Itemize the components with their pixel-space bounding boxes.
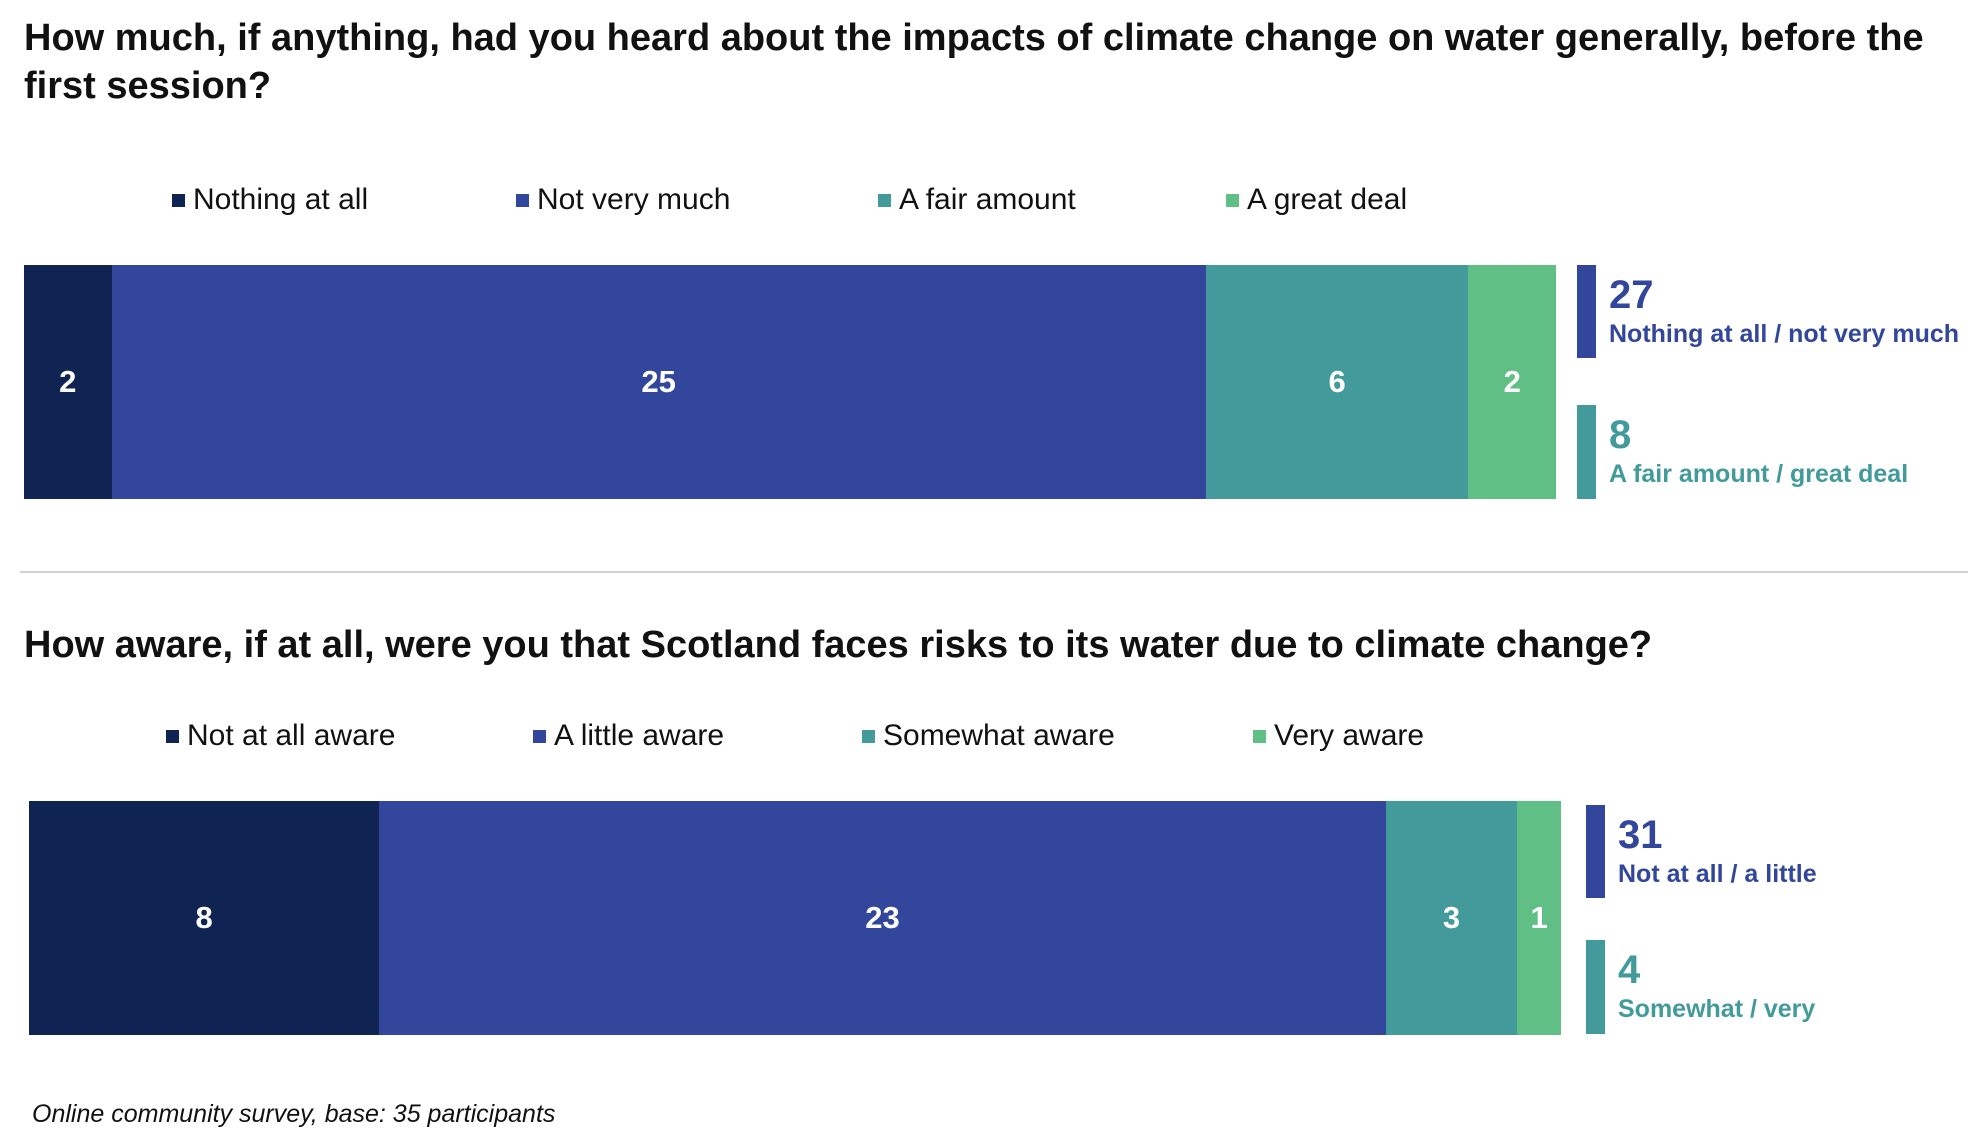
bar-segment-lowest: 2 — [24, 265, 112, 499]
legend-item: A little aware — [533, 719, 724, 753]
legend-item: Nothing at all — [172, 183, 368, 217]
chart-2-legend: Not at all aware A little aware Somewhat… — [0, 716, 1500, 756]
legend-swatch — [1226, 193, 1239, 207]
data-label: 6 — [1328, 364, 1346, 399]
data-label: 2 — [59, 364, 77, 399]
summary-indicator — [1586, 805, 1605, 898]
summary-label: A fair amount / great deal — [1609, 460, 1909, 488]
bar-segment-high: 6 — [1205, 265, 1469, 499]
summary-indicator — [1577, 405, 1596, 499]
summary-indicator — [1577, 265, 1596, 358]
data-label: 1 — [1530, 900, 1548, 935]
bar-segment-highest: 2 — [1468, 265, 1556, 499]
legend-label: Somewhat aware — [883, 719, 1115, 752]
legend-swatch — [862, 729, 875, 743]
legend-swatch — [166, 729, 179, 743]
summary-label: Somewhat / very — [1618, 995, 1816, 1023]
summary-label: Not at all / a little — [1618, 860, 1817, 888]
data-label: 25 — [641, 364, 676, 399]
summary-value: 8 — [1609, 413, 1632, 457]
legend-label: Nothing at all — [193, 183, 369, 216]
bar-segment-low: 23 — [379, 801, 1386, 1035]
legend-label: A fair amount — [899, 183, 1076, 216]
summary-value: 27 — [1609, 273, 1654, 317]
legend-swatch — [172, 193, 185, 207]
legend-label: A great deal — [1247, 183, 1408, 216]
legend-item: Not very much — [516, 183, 730, 217]
data-label: 23 — [865, 900, 900, 935]
section-divider — [20, 571, 1968, 573]
bar-segment-lowest: 8 — [29, 801, 380, 1035]
legend-label: A little aware — [554, 719, 725, 752]
bar-segment-highest: 1 — [1517, 801, 1561, 1035]
summary-label: Nothing at all / not very much — [1609, 320, 1960, 348]
legend-label: Not very much — [537, 183, 731, 216]
legend-label: Not at all aware — [187, 719, 396, 752]
summary-value: 31 — [1618, 813, 1663, 857]
chart-1-legend: Nothing at all Not very much A fair amou… — [0, 180, 1500, 220]
footnote: Online community survey, base: 35 partic… — [32, 1100, 556, 1128]
data-label: 3 — [1442, 900, 1461, 935]
legend-item: Somewhat aware — [862, 719, 1115, 753]
chart-1-title: How much, if anything, had you heard abo… — [24, 17, 1924, 107]
chart-1-stacked-bar: 2 25 6 2 — [24, 265, 1556, 499]
legend-swatch — [516, 193, 529, 207]
summary-value: 4 — [1618, 948, 1641, 992]
summary-indicator — [1586, 940, 1605, 1034]
chart-2-stacked-bar: 8 23 3 1 — [29, 801, 1561, 1035]
legend-swatch — [533, 729, 546, 743]
legend-item: A great deal — [1226, 183, 1407, 217]
data-label: 8 — [195, 900, 213, 935]
data-label: 2 — [1503, 364, 1521, 399]
legend-swatch — [878, 193, 891, 207]
chart-2-title: How aware, if at all, were you that Scot… — [24, 624, 1653, 666]
bar-segment-high: 3 — [1385, 801, 1518, 1035]
legend-label: Very aware — [1274, 719, 1425, 752]
legend-item: Very aware — [1253, 719, 1424, 753]
legend-item: Not at all aware — [166, 719, 395, 753]
legend-swatch — [1253, 729, 1266, 743]
bar-segment-low: 25 — [111, 265, 1206, 499]
legend-item: A fair amount — [878, 183, 1076, 217]
